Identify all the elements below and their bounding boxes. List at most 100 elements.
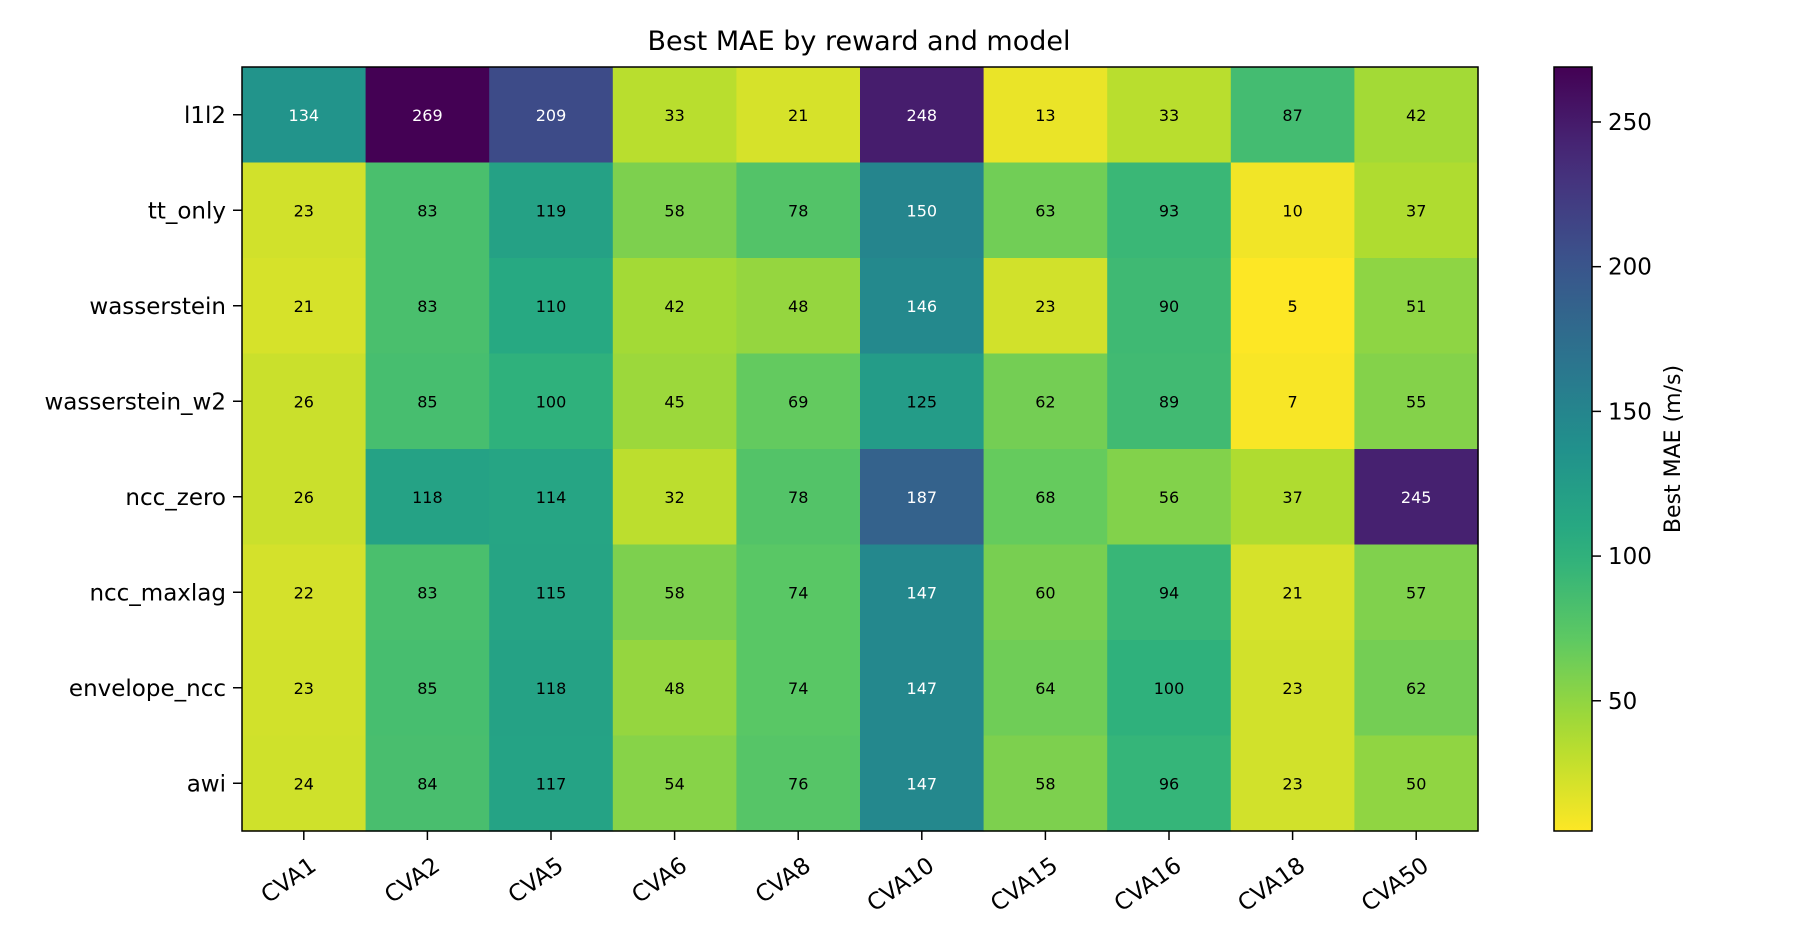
cell-value-label: 68 [1035, 488, 1055, 507]
x-tick-label: CVA6 [627, 853, 692, 909]
heatmap-cell [365, 544, 490, 641]
colorbar-tick-label: 200 [1608, 255, 1652, 281]
heatmap-cell [983, 449, 1108, 546]
cell-value-label: 248 [907, 106, 938, 125]
cell-value-label: 147 [907, 774, 938, 793]
heatmap-cell [1107, 735, 1232, 832]
heatmap-cell [612, 162, 737, 259]
cell-value-label: 74 [788, 583, 808, 602]
heatmap-cell [365, 449, 490, 546]
heatmap-cell [242, 353, 367, 450]
colorbar-gradient [1553, 66, 1593, 832]
cell-value-label: 48 [788, 297, 808, 316]
heatmap-cell [860, 67, 985, 164]
heatmap-cell [1354, 449, 1479, 546]
cell-value-label: 62 [1406, 679, 1426, 698]
y-tick-label: l1l2 [184, 103, 226, 129]
heatmap-cell [1230, 640, 1355, 737]
x-tick-label: CVA15 [986, 853, 1063, 918]
cell-value-label: 83 [417, 583, 437, 602]
cell-value-label: 32 [664, 488, 684, 507]
cell-value-label: 74 [788, 679, 808, 698]
heatmap-cell [1230, 544, 1355, 641]
heatmap-cell [736, 449, 861, 546]
cell-value-label: 269 [412, 106, 443, 125]
plot-frame [241, 66, 1479, 832]
cell-value-label: 115 [536, 583, 567, 602]
x-tick-label: CVA50 [1357, 853, 1434, 918]
cell-value-label: 5 [1288, 297, 1298, 316]
heatmap-cell [736, 353, 861, 450]
heatmap-cell [489, 449, 614, 546]
cell-value-label: 118 [412, 488, 443, 507]
heatmap-cell [612, 353, 737, 450]
x-tick-label: CVA16 [1110, 853, 1187, 918]
heatmap-cell [1107, 640, 1232, 737]
heatmap-cell [489, 735, 614, 832]
cell-value-label: 58 [664, 201, 684, 220]
cell-value-label: 69 [788, 392, 808, 411]
cell-value-label: 78 [788, 488, 808, 507]
heatmap-cell [860, 449, 985, 546]
heatmap-cell [612, 67, 737, 164]
heatmap-cell [1230, 258, 1355, 355]
heatmap-cell [983, 258, 1108, 355]
x-axis: CVA1 CVA2 CVA5 CVA6 CVA8 CVA10 CVA15 CVA16 CVA18… [257, 831, 1434, 917]
heatmap-cell [365, 735, 490, 832]
x-tick-label: CVA8 [751, 853, 816, 909]
cell-value-label: 23 [294, 679, 314, 698]
cell-value-label: 76 [788, 774, 808, 793]
heatmap-cell [860, 353, 985, 450]
cell-value-label: 21 [1282, 583, 1302, 602]
cell-value-label: 23 [294, 201, 314, 220]
cell-value-label: 42 [664, 297, 684, 316]
cell-value-label: 50 [1406, 774, 1426, 793]
cell-value-label: 23 [1282, 774, 1302, 793]
heatmap-cell [365, 258, 490, 355]
heatmap-cell [736, 735, 861, 832]
cell-value-label: 22 [294, 583, 314, 602]
cell-value-label: 33 [1159, 106, 1179, 125]
heatmap-cell [365, 640, 490, 737]
heatmap-cell [983, 353, 1108, 450]
heatmap-cell [612, 258, 737, 355]
heatmap-cell [1354, 640, 1479, 737]
heatmap-cell [489, 640, 614, 737]
heatmap-cell [736, 258, 861, 355]
heatmap-cell [489, 353, 614, 450]
cell-value-label: 89 [1159, 392, 1179, 411]
heatmap-cell [612, 735, 737, 832]
x-tick-label: CVA1 [257, 853, 322, 909]
cell-value-label: 23 [1035, 297, 1055, 316]
heatmap-cell [1107, 258, 1232, 355]
cell-value-label: 90 [1159, 297, 1179, 316]
y-axis: l1l2 tt_only wasserstein wasserstein_w2 ncc_… [44, 103, 242, 797]
cell-value-label: 7 [1288, 392, 1298, 411]
heatmap-cell [242, 449, 367, 546]
heatmap-cell [1107, 544, 1232, 641]
cell-value-label: 48 [664, 679, 684, 698]
heatmap-cell [860, 162, 985, 259]
y-tick-label: tt_only [148, 198, 226, 224]
cell-value-label: 114 [536, 488, 567, 507]
cell-value-label: 119 [536, 201, 567, 220]
heatmap-cell [983, 544, 1108, 641]
cell-value-label: 21 [788, 106, 808, 125]
heatmap-cell [1230, 735, 1355, 832]
cell-value-label: 51 [1406, 297, 1426, 316]
heatmap-cell [242, 162, 367, 259]
cell-value-label: 62 [1035, 392, 1055, 411]
colorbar-label: Best MAE (m/s) [1661, 365, 1686, 533]
heatmap-cell [365, 162, 490, 259]
heatmap-cells [242, 67, 1479, 832]
heatmap-cell [242, 544, 367, 641]
cell-value-label: 54 [664, 774, 684, 793]
y-tick-label: envelope_ncc [69, 676, 226, 702]
cell-value-label: 187 [907, 488, 938, 507]
cell-value-label: 26 [294, 488, 314, 507]
heatmap-cell [612, 544, 737, 641]
cell-value-label: 26 [294, 392, 314, 411]
heatmap-cell [1107, 353, 1232, 450]
heatmap-cell [736, 544, 861, 641]
